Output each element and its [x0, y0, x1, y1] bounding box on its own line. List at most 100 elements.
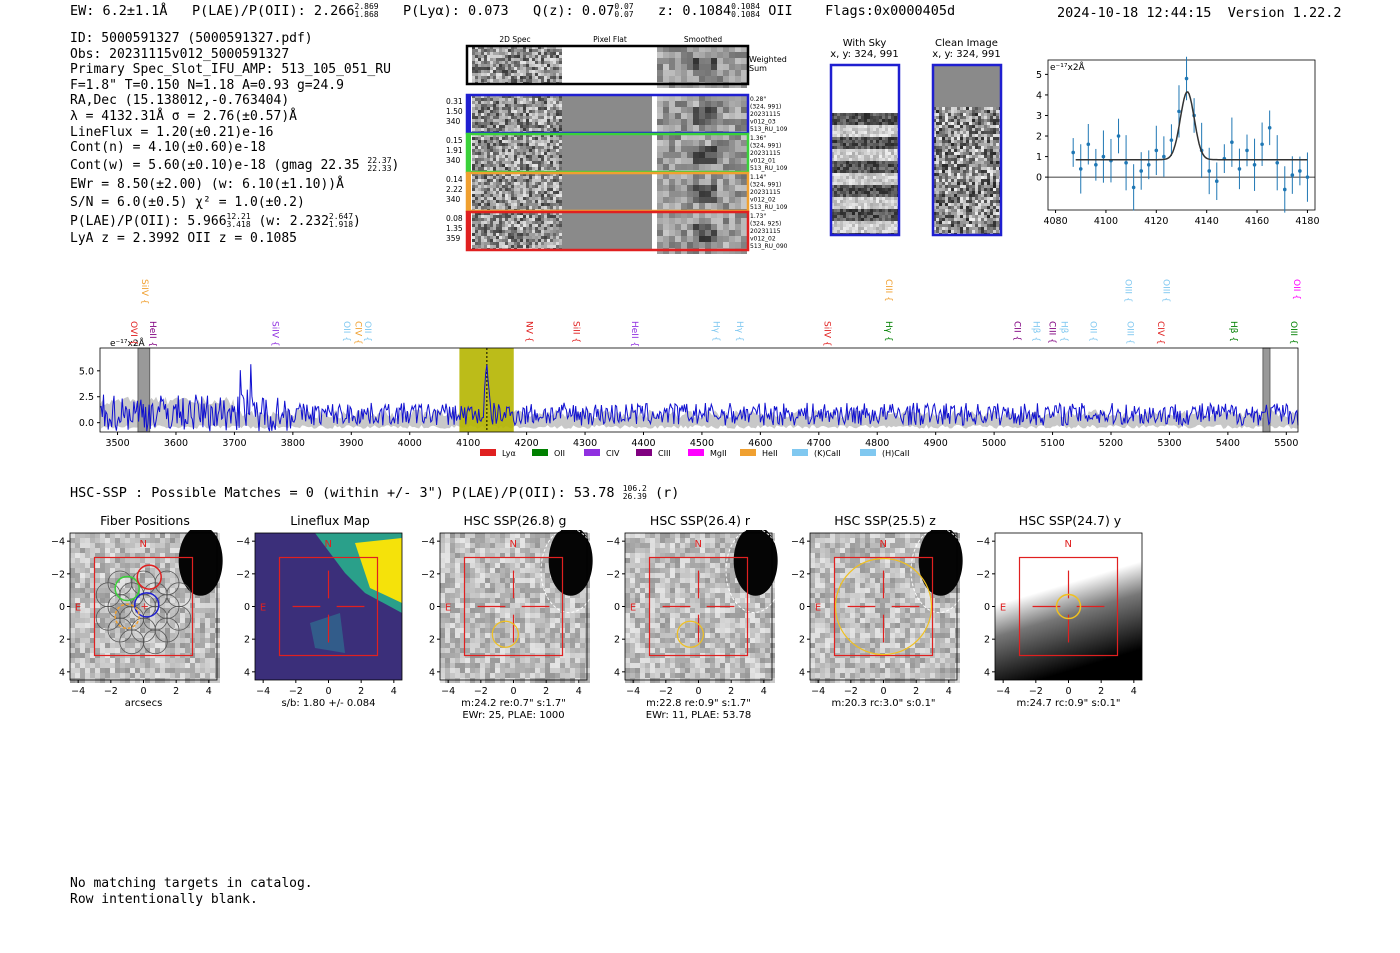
pixel: [514, 161, 517, 164]
cutout-right-value: 513_RU_109: [750, 165, 788, 172]
pixel: [669, 107, 675, 113]
hsc-pixel: [100, 543, 105, 548]
hsc-pixel: [125, 548, 130, 553]
legend-label: OII: [554, 449, 565, 458]
sky-pixel: [867, 179, 870, 182]
pixel: [532, 245, 535, 248]
lya-z-line: LyA z = 2.3992 OII z = 0.1085: [70, 230, 297, 246]
emission-line-label: OIII {: [1161, 279, 1171, 303]
sky-pixel: [837, 221, 840, 224]
spec-xtick-label: 4400: [631, 438, 655, 449]
clean-pixel: [933, 179, 936, 182]
pixel: [541, 152, 544, 155]
sky-pixel: [861, 140, 864, 143]
pixel: [487, 107, 490, 110]
pixel: [502, 67, 505, 70]
clean-pixel: [951, 149, 954, 152]
sky-pixel: [831, 206, 834, 209]
pixel: [538, 49, 541, 52]
hsc-pixel: [115, 573, 120, 578]
clean-pixel: [975, 209, 978, 212]
pixel: [475, 176, 478, 179]
sky-pixel: [843, 212, 846, 215]
clean-pixel: [954, 146, 957, 149]
sky-pixel: [861, 212, 864, 215]
pixel: [526, 191, 529, 194]
pixel: [538, 52, 541, 55]
pixel: [517, 173, 520, 176]
id-line: ID: 5000591327 (5000591327.pdf): [70, 31, 313, 46]
pixel: [735, 95, 741, 101]
clean-pixel: [936, 218, 939, 221]
pixel: [478, 242, 481, 245]
clean-pixel: [987, 173, 990, 176]
pixel: [735, 101, 741, 107]
sky-pixel: [894, 188, 897, 191]
pixel: [526, 110, 529, 113]
clean-pixel: [939, 227, 942, 230]
pixel: [496, 49, 499, 52]
pixel: [532, 233, 535, 236]
pixel: [741, 76, 747, 82]
clean-pixel: [990, 119, 993, 122]
pixel: [472, 107, 475, 110]
clean-pixel: [945, 212, 948, 215]
clean-pixel: [984, 137, 987, 140]
pixel: [478, 182, 481, 185]
pixel: [508, 239, 511, 242]
clean-pixel: [960, 170, 963, 173]
pixel: [711, 164, 717, 170]
sky-pixel: [858, 185, 861, 188]
sky-pixel: [870, 164, 873, 167]
sky-pixel: [891, 164, 894, 167]
pixel: [741, 140, 747, 146]
pixel: [472, 104, 475, 107]
pixel: [657, 152, 663, 158]
clean-pixel: [933, 146, 936, 149]
pixel: [484, 49, 487, 52]
spec-ytick-label: 0.0: [79, 418, 94, 429]
hsc-pixel: [80, 578, 85, 583]
pixel: [741, 70, 747, 76]
sky-pixel: [891, 230, 894, 233]
pixel: [505, 167, 508, 170]
clean-pixel: [990, 110, 993, 113]
clean-pixel: [942, 140, 945, 143]
pixel: [556, 49, 559, 52]
pixel: [541, 158, 544, 161]
sky-pixel: [861, 209, 864, 212]
pixel: [481, 113, 484, 116]
sky-pixel: [885, 215, 888, 218]
sky-pixel: [867, 218, 870, 221]
sky-pixel: [843, 122, 846, 125]
clean-pixel: [990, 185, 993, 188]
clean-pixel: [969, 113, 972, 116]
pixel: [538, 221, 541, 224]
pixel: [553, 101, 556, 104]
sky-pixel: [849, 125, 852, 128]
clean-pixel: [984, 182, 987, 185]
pixel: [499, 146, 502, 149]
pixel: [532, 64, 535, 67]
clean-pixel: [975, 125, 978, 128]
sky-pixel: [873, 179, 876, 182]
pixel: [505, 61, 508, 64]
pixel: [711, 197, 717, 203]
spec-xtick-label: 5400: [1216, 438, 1240, 449]
pixel: [508, 122, 511, 125]
clean-pixel: [951, 230, 954, 233]
sky-pixel: [855, 152, 858, 155]
pixel: [499, 155, 502, 158]
pixel: [496, 46, 499, 49]
pixel: [493, 227, 496, 230]
pixel: [484, 107, 487, 110]
sky-pixel: [891, 197, 894, 200]
clean-pixel: [996, 185, 999, 188]
pixel: [556, 79, 559, 82]
pixel: [511, 149, 514, 152]
sky-pixel: [888, 173, 891, 176]
hsc-pixel: [170, 543, 175, 548]
pixel: [475, 146, 478, 149]
pixel: [535, 203, 538, 206]
clean-pixel: [951, 113, 954, 116]
